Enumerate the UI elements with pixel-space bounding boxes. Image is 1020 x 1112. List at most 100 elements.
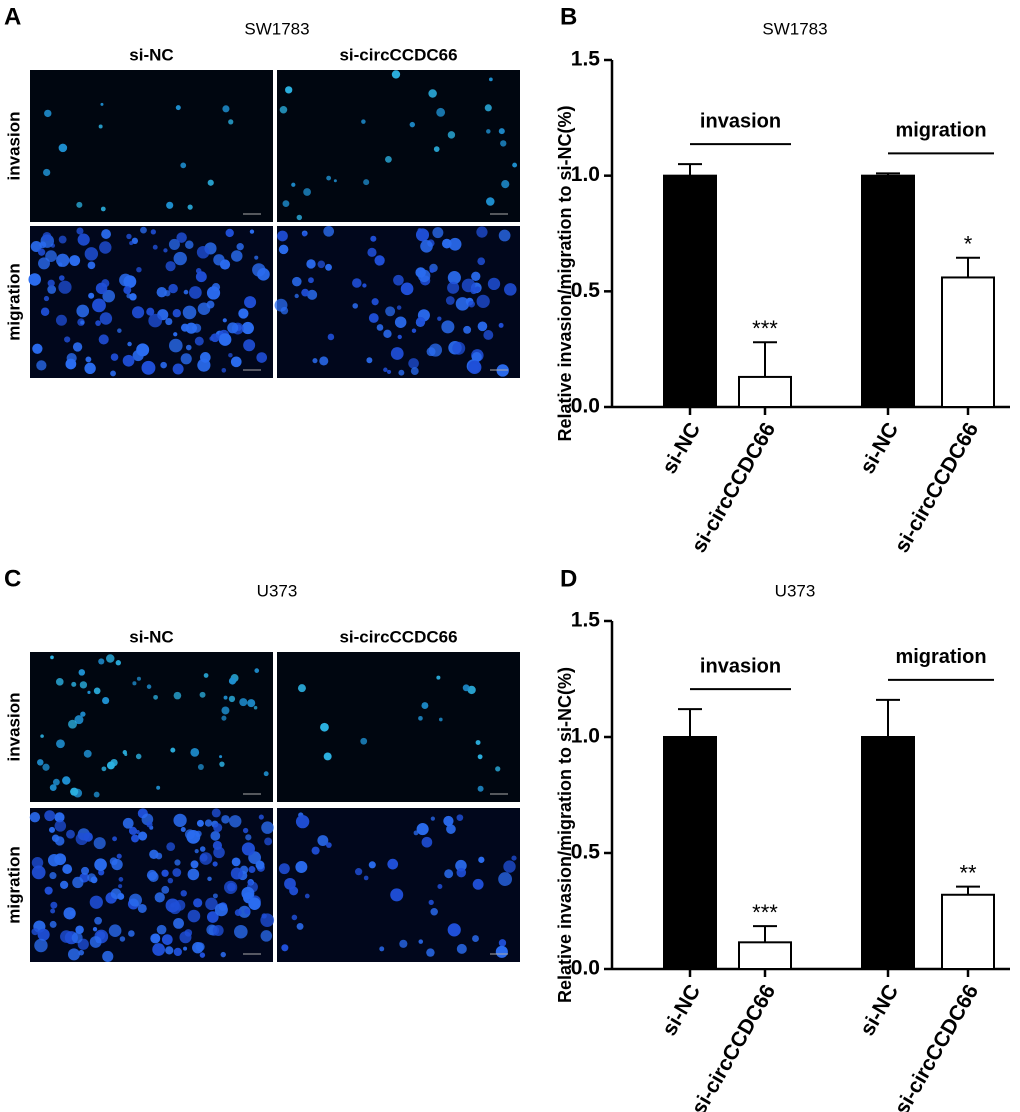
error-bar [678,708,702,737]
column-label: si-NC [129,627,173,646]
cell [461,278,476,293]
cell [131,306,145,319]
cell [117,328,122,333]
cell [220,951,226,958]
cell [241,321,254,335]
cell [110,353,119,361]
cell [192,325,198,331]
cell [295,861,308,873]
error-bar [956,256,980,278]
bar [861,174,915,408]
y-tick-label: 0.0 [571,957,600,980]
cell [264,837,273,846]
cell [447,923,461,937]
cell [308,277,314,284]
cell [221,368,227,373]
cell [366,357,373,364]
cell [436,675,441,680]
cell [231,857,241,867]
cell [221,715,227,721]
cell [119,936,126,942]
cell [176,232,187,243]
cell [248,866,256,874]
error-bar [876,698,900,737]
cell [437,884,443,890]
cell [447,131,456,139]
cell [467,360,482,375]
chart-title: SW1783 [762,19,827,38]
cell [152,244,158,250]
cell [161,869,169,877]
cell [58,262,63,267]
cell [190,860,199,869]
cell [180,162,187,169]
cell [398,369,405,376]
cell [129,293,137,301]
cell [118,884,123,889]
cell [197,764,204,771]
cell [438,717,443,722]
cell [333,179,337,183]
cell [141,360,156,375]
micrograph [277,652,520,802]
cell [166,201,174,209]
cell [418,715,423,721]
cell [37,248,46,256]
cell [456,943,467,954]
cell [203,673,209,678]
cell [212,861,218,867]
cell [418,939,424,944]
cell [138,831,148,841]
cell [471,351,482,363]
cell [76,227,84,235]
cell [62,776,71,785]
cell [67,948,80,961]
cell [416,316,426,327]
cell [115,660,121,666]
cell [122,817,134,829]
cell [116,853,122,859]
cell [253,705,258,710]
cell [416,823,429,836]
panel-letter: A [4,3,21,30]
cell [71,681,77,687]
cell [206,911,219,923]
cell [498,939,507,947]
cell [123,275,137,289]
cell [503,860,516,873]
cell [231,250,243,262]
cell [229,815,242,828]
cell [154,892,165,903]
cell [254,255,259,260]
cell [69,255,81,266]
cell [84,247,99,261]
cell [54,820,67,832]
cell [352,303,359,309]
cell [415,267,426,278]
cell [99,241,112,254]
cell [320,722,329,732]
cell [228,119,234,125]
cell [447,271,461,285]
micrograph [30,70,273,222]
cell [512,162,518,168]
cell [150,229,156,235]
cell [212,925,224,936]
cell [241,886,255,900]
cell [29,811,41,823]
cell [472,878,484,890]
cell [498,128,505,135]
cell [468,300,475,308]
cell [126,233,132,240]
cell [129,241,134,246]
cell [146,821,153,828]
cell [210,333,220,343]
chart-title: U373 [775,581,816,600]
cell [106,761,115,770]
x-tick-label: si-circCCDC66 [687,419,780,557]
cell [40,307,50,316]
cell [495,945,508,958]
cell [294,293,299,299]
cell [168,283,178,294]
cell [368,861,376,869]
